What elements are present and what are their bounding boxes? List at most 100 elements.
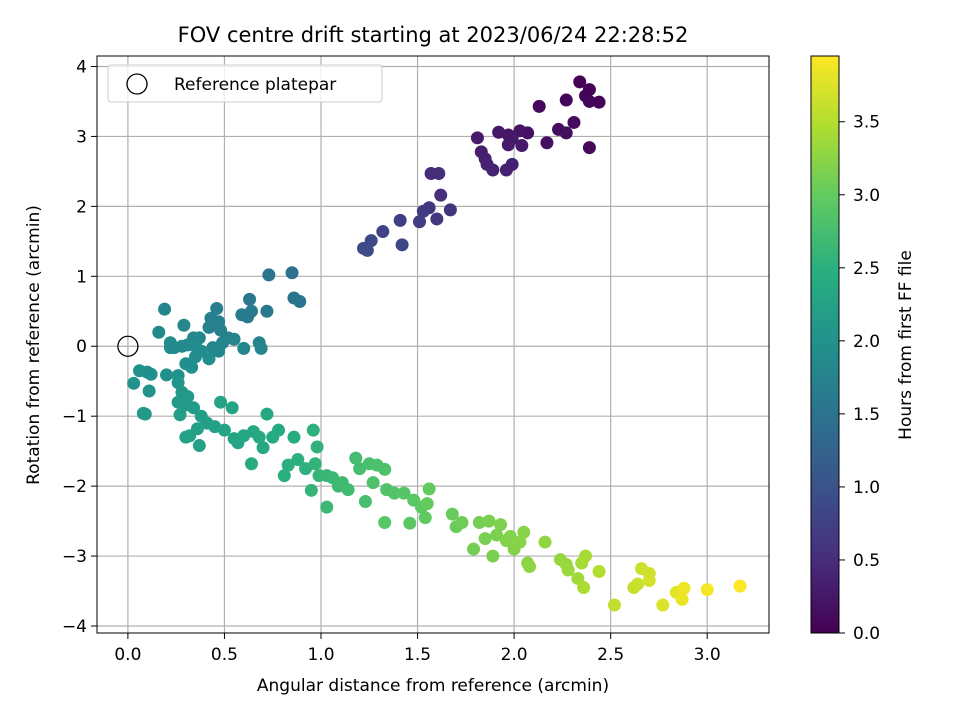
data-point [202,320,216,334]
y-tick-label: −3 [62,547,87,567]
data-point [422,482,436,496]
x-tick-label: 2.5 [597,645,624,665]
data-point [227,332,241,346]
data-point [482,514,496,528]
data-point [160,368,174,382]
data-point [277,469,291,483]
data-point [378,462,392,476]
data-point [142,384,156,398]
data-point [631,577,645,591]
data-point [677,581,691,595]
data-point [592,564,606,578]
colorbar-tick-label: 0.0 [853,624,880,644]
data-point [455,515,469,529]
y-tick-label: 2 [76,197,87,217]
x-tick-label: 2.0 [501,645,528,665]
data-point [187,401,201,415]
data-point [214,395,228,409]
data-point [177,318,191,332]
data-point [733,579,747,593]
data-point [252,430,266,444]
data-point [304,483,318,497]
y-tick-label: −2 [62,477,87,497]
y-tick-label: −1 [62,407,87,427]
data-point [291,453,305,467]
data-point [281,458,295,472]
y-tick-label: 1 [76,267,87,287]
x-tick-label: 0.0 [114,645,141,665]
data-point [320,500,334,514]
data-point [582,141,596,155]
colorbar [810,55,840,634]
y-tick-label: −4 [62,617,87,637]
data-point [393,213,407,227]
data-point [217,423,231,437]
data-point [163,341,177,355]
reference-marker-layer [117,335,139,357]
data-point [517,525,531,539]
data-point [540,136,554,150]
x-tick-label: 3.0 [694,645,721,665]
data-point [559,126,573,140]
data-point [254,341,268,355]
colorbar-tick-label: 3.5 [853,113,880,133]
data-point [503,529,517,543]
plot-frame [96,55,770,634]
x-tick-label: 1.5 [404,645,431,665]
data-point [360,243,374,257]
data-point [260,304,274,318]
data-point [260,407,274,421]
colorbar-tick-label: 0.5 [853,551,880,571]
data-point [171,376,185,390]
data-point [523,560,537,574]
data-point [378,515,392,529]
data-point [287,430,301,444]
data-point [675,592,689,606]
colorbar-tick-label: 2.5 [853,259,880,279]
y-tick-label: 4 [76,57,87,77]
data-point [188,350,202,364]
data-point [256,441,270,455]
x-tick-label: 0.5 [211,645,238,665]
colorbar-ticks: 0.0 0.5 1.0 1.5 2.0 2.5 3.0 3.5 [839,113,880,644]
data-point [158,302,172,316]
data-point [470,131,484,145]
legend-box [107,64,383,103]
colorbar-tick-label: 1.5 [853,405,880,425]
data-point [501,138,515,152]
data-point [341,483,355,497]
y-axis-label: Rotation from reference (arcmin) [24,205,44,485]
data-point [418,511,432,525]
data-point [573,75,587,89]
data-point [561,563,575,577]
data-point [138,407,152,421]
data-point [582,94,596,108]
data-point [310,440,324,454]
data-point [467,542,481,556]
data-point [579,549,593,563]
data-point [285,266,299,280]
data-point [395,238,409,252]
data-point [272,423,286,437]
data-point [478,532,492,546]
data-point [432,166,446,180]
y-tick-label: 3 [76,127,87,147]
data-point [443,203,457,217]
data-point [567,115,581,129]
data-point [293,294,307,308]
legend: Reference platepar [107,64,383,103]
data-point [241,310,255,324]
data-point [700,583,714,597]
data-point [376,225,390,239]
data-point [538,535,552,549]
data-point [608,598,622,612]
data-point [173,408,187,422]
data-point [416,204,430,218]
data-point [127,376,141,390]
legend-reference-marker [126,73,148,95]
data-point [210,301,224,315]
data-point [243,292,257,306]
data-point [490,528,504,542]
data-point [387,486,401,500]
